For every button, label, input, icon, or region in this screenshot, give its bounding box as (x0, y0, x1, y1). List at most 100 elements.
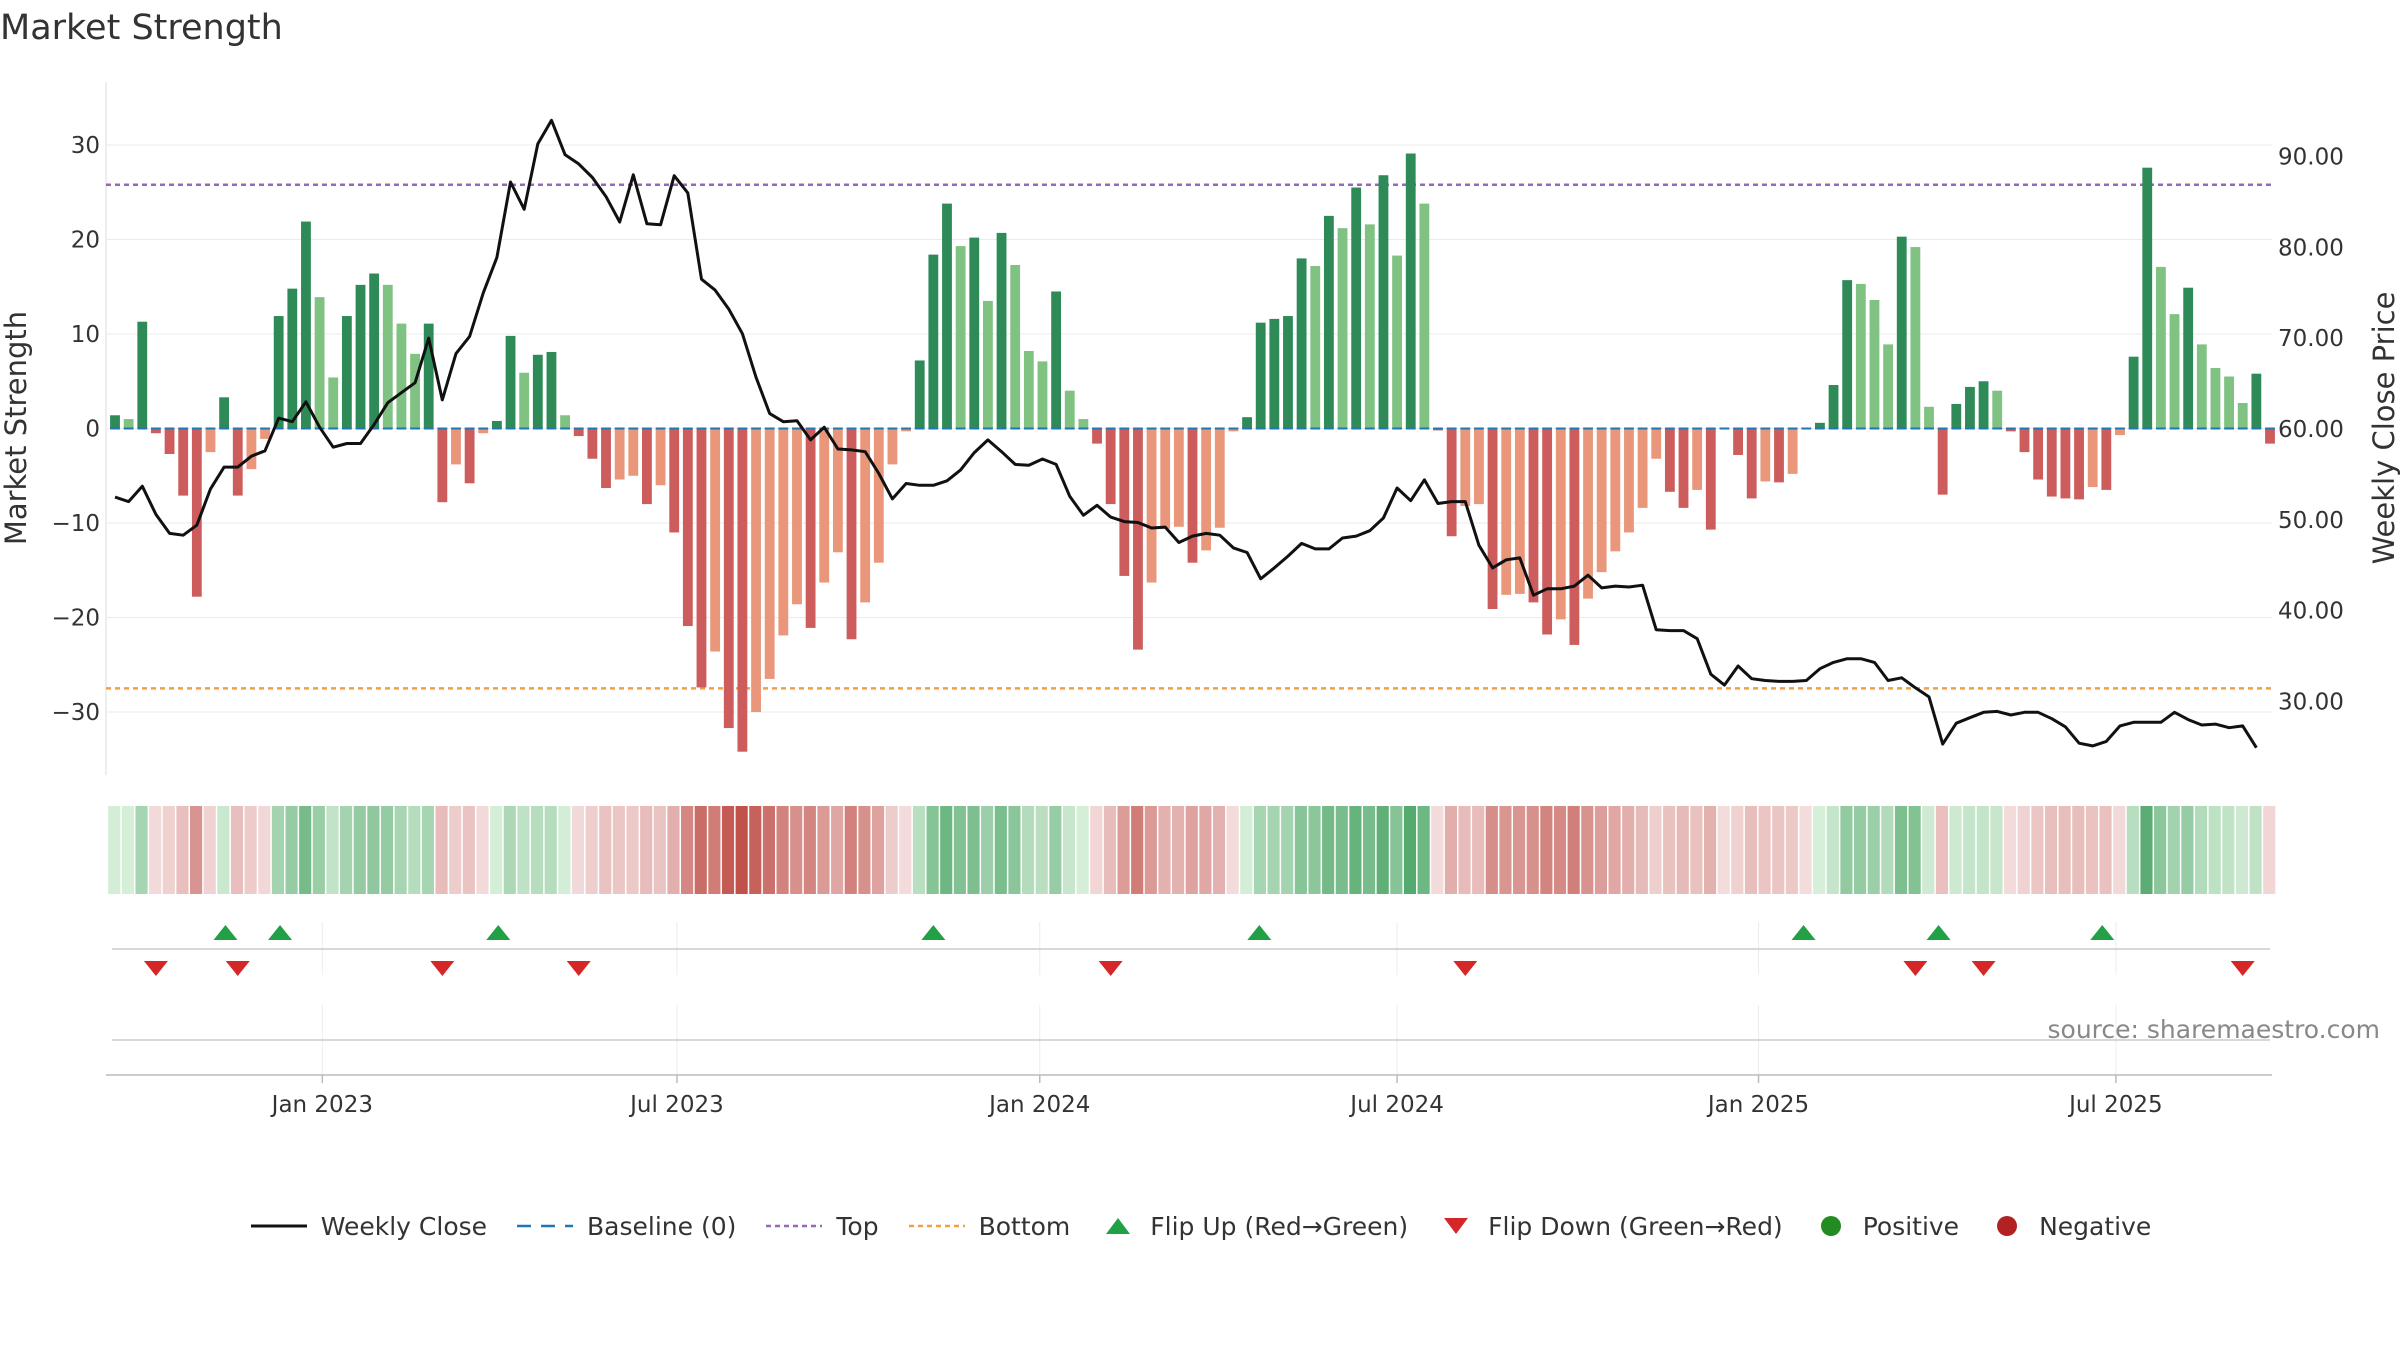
y-tick-label: 30 (71, 133, 100, 159)
strength-bar (519, 372, 530, 429)
strength-bar (273, 316, 284, 429)
strength-bar (819, 428, 830, 583)
heat-cell (490, 806, 503, 894)
strength-bar (478, 428, 489, 434)
heat-cell (1022, 806, 1035, 894)
strength-bar (778, 428, 789, 636)
strength-bar (1501, 428, 1512, 595)
heat-cell (926, 806, 939, 894)
heat-cell (599, 806, 612, 894)
heat-cell (844, 806, 857, 894)
strength-bar (396, 323, 407, 429)
flip-down-marker (1971, 961, 1996, 976)
heat-cell (1744, 806, 1758, 894)
y2-tick-label: 70.00 (2278, 326, 2344, 352)
heat-cell (1090, 806, 1103, 894)
heat-cell (626, 806, 639, 894)
source-credit: source: sharemaestro.com (2047, 1015, 2381, 1044)
heat-cell (681, 806, 694, 894)
strength-bar (682, 428, 693, 627)
heat-cell (571, 806, 585, 894)
heat-cell (817, 806, 830, 894)
heat-cell (2222, 806, 2235, 894)
chart-title: Market Strength (0, 8, 283, 48)
heat-cell (2058, 806, 2071, 894)
heat-cell (653, 806, 666, 894)
heat-cell (1635, 806, 1648, 894)
heat-cell (1362, 806, 1376, 894)
strength-bar (1487, 428, 1498, 609)
heat-cell (2017, 806, 2030, 894)
y2-tick-label: 60.00 (2278, 417, 2344, 443)
heat-cell (2181, 806, 2194, 894)
heat-cell (544, 806, 557, 894)
heat-cell (1717, 806, 1730, 894)
x-tick-label: Jul 2024 (1348, 1092, 1444, 1118)
strength-bar (860, 428, 871, 603)
heat-cell (503, 806, 516, 894)
strength-bar (723, 428, 734, 729)
legend-label: Flip Up (Red→Green) (1150, 1211, 1409, 1241)
strength-bar (1296, 258, 1307, 429)
strength-bar (614, 428, 625, 480)
strength-bar (2019, 428, 2030, 453)
x-axis: Jan 2023 Jul 2023 Jan 2024 Jul 2024 Jan 2025… (270, 1075, 2163, 1118)
heat-cell (1922, 806, 1935, 894)
strength-bar (1733, 428, 1743, 455)
heat-cell (2113, 806, 2126, 894)
strength-bar (1078, 419, 1089, 429)
heat-cell (1199, 806, 1212, 894)
heat-cell (258, 806, 271, 894)
heat-cell (1185, 806, 1198, 894)
strength-bar (2237, 402, 2248, 429)
heat-cell (1117, 806, 1130, 894)
heat-cell (885, 806, 898, 894)
strength-bar (1896, 236, 1907, 429)
heat-cell (2031, 806, 2044, 894)
strength-bar (260, 428, 270, 439)
heat-cell (1335, 806, 1348, 894)
flip-down-marker (430, 961, 455, 976)
strength-bar (151, 428, 161, 434)
x-tick-label: Jul 2023 (628, 1092, 724, 1118)
heat-cell (1499, 806, 1512, 894)
heat-cell (2004, 806, 2017, 894)
heat-cell (1103, 806, 1116, 894)
strength-bar (1105, 428, 1116, 505)
strength-bar (1651, 428, 1662, 459)
strength-bar (1528, 428, 1539, 603)
strength-bar (1092, 428, 1102, 444)
strength-bar (2251, 373, 2262, 429)
heat-cell (2167, 806, 2180, 894)
strength-bar (942, 203, 952, 429)
legend-item-baseline: Baseline (0) (515, 1212, 736, 1241)
circle-icon (1997, 1216, 2018, 1236)
heat-cell (1949, 806, 1962, 894)
heat-cell (912, 806, 926, 894)
heat-cell (1785, 806, 1798, 894)
strength-bar (1842, 280, 1853, 429)
legend-label: Baseline (0) (587, 1211, 737, 1241)
heat-cell (1963, 806, 1976, 894)
strength-bar (1610, 428, 1621, 552)
strength-bar (1992, 390, 2003, 429)
strength-bar (314, 297, 325, 429)
flip-down-marker (2230, 961, 2255, 976)
strength-bar (423, 323, 434, 429)
strength-bar (178, 428, 189, 496)
flip-marker-panel (106, 922, 2272, 1076)
chart-legend: Weekly Close Baseline (0) Top Bottom Fli… (0, 1206, 2400, 1246)
strength-bar (2155, 266, 2166, 429)
heat-cell (1663, 806, 1676, 894)
heat-cell (340, 806, 353, 894)
heat-cell (421, 806, 435, 894)
y-axis-left: 30 20 10 0 −10 −20 −30 (51, 133, 100, 726)
heat-cell (394, 806, 407, 894)
strength-bar (1214, 428, 1225, 528)
heat-cell (299, 806, 312, 894)
y2-tick-label: 90.00 (2278, 145, 2344, 171)
strength-bar (1460, 428, 1471, 506)
heat-cell (530, 806, 544, 894)
strength-bar (792, 428, 802, 605)
heat-cell (435, 806, 448, 894)
